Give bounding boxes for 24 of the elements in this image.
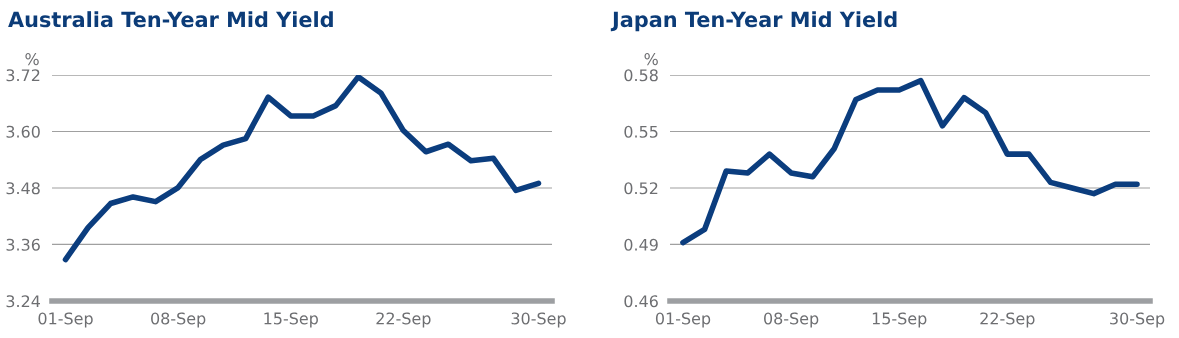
chart-title: Japan Ten-Year Mid Yield [610, 11, 897, 32]
chart-title: Australia Ten-Year Mid Yield [8, 11, 333, 28]
y-tick-label: 3.48 [6, 182, 40, 195]
x-tick-label: 15-Sep [872, 312, 927, 328]
x-tick-label: 01-Sep [38, 312, 93, 328]
y-axis-title: % [644, 53, 658, 66]
y-tick-label: 0.58 [624, 69, 658, 82]
y-tick-label: 0.46 [624, 295, 658, 308]
x-tick-label: 30-Sep [1110, 312, 1165, 328]
x-tick-label: 22-Sep [980, 312, 1035, 328]
x-tick-label: 30-Sep [511, 312, 566, 328]
x-tick-label: 01-Sep [655, 312, 711, 328]
y-tick-label: 0.52 [624, 182, 658, 195]
y-tick-label: 3.36 [6, 238, 40, 251]
x-tick-label: 08-Sep [151, 312, 206, 328]
y-tick-label: 3.60 [6, 125, 40, 138]
y-axis-title: % [25, 53, 39, 66]
y-tick-label: 0.55 [624, 125, 658, 138]
y-tick-label: 3.24 [6, 295, 40, 308]
x-tick-label: 08-Sep [764, 312, 819, 328]
x-tick-label: 15-Sep [264, 312, 318, 328]
y-tick-label: 3.72 [6, 69, 40, 82]
x-tick-label: 22-Sep [376, 312, 431, 328]
y-tick-label: 0.49 [624, 238, 658, 251]
